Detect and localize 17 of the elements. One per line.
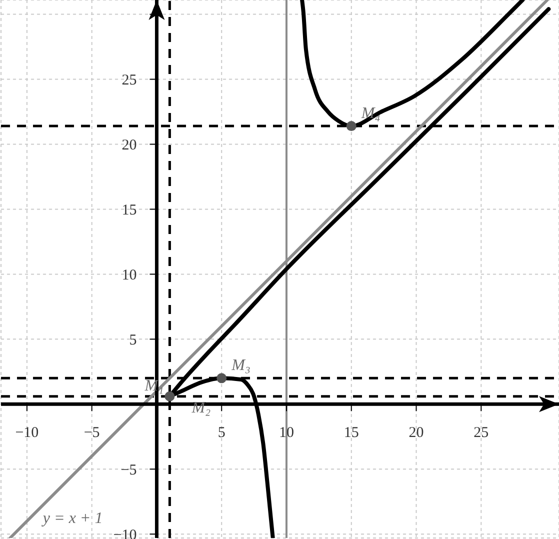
x-tick-label: −10 (15, 425, 39, 442)
annotation: y = x + 1 (40, 510, 103, 528)
x-tick-label: 25 (474, 425, 489, 442)
y-tick-label: 15 (122, 202, 137, 218)
y-tick-label: 5 (129, 332, 137, 348)
annotation: M₃ (230, 357, 250, 374)
point (164, 391, 175, 402)
point (216, 373, 227, 384)
y-tick-label: −5 (120, 462, 137, 478)
y-tick-label: 25 (122, 72, 137, 89)
y-tick-label: 20 (122, 137, 137, 154)
x-tick-label: 15 (344, 425, 359, 442)
point (346, 121, 356, 132)
x-tick-label: 5 (218, 425, 226, 442)
y-tick-label: 10 (122, 267, 137, 284)
x-tick-label: 20 (408, 425, 424, 442)
x-tick-label: −5 (84, 425, 100, 442)
